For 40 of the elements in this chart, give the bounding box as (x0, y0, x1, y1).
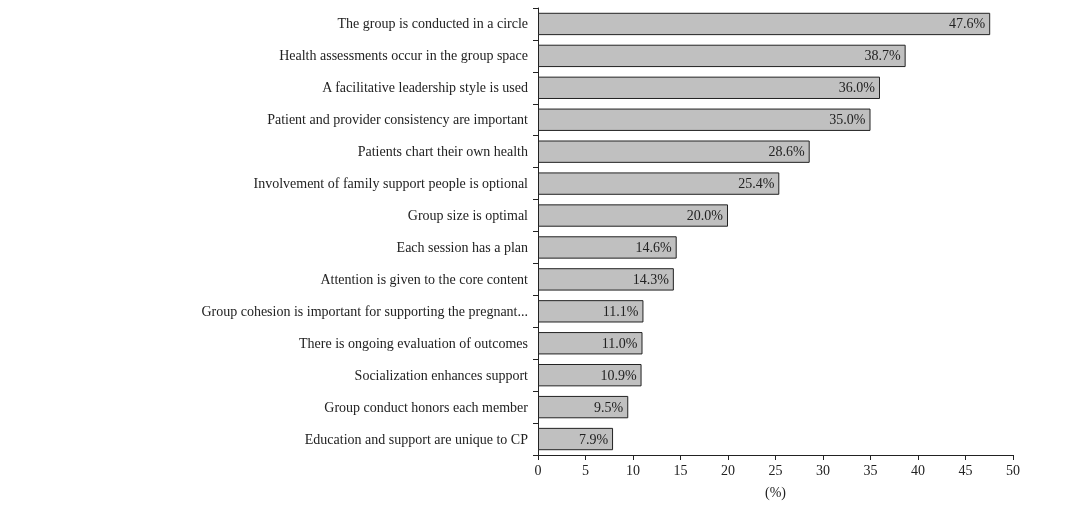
y-tick-label: Health assessments occur in the group space (279, 48, 528, 64)
data-label: 14.6% (635, 239, 673, 255)
data-label: 9.5% (594, 399, 624, 415)
data-label: 36.0% (838, 80, 876, 96)
y-tick-label: Socialization enhances support (354, 367, 529, 383)
data-label: 7.9% (578, 431, 609, 447)
y-tick-label: There is ongoing evaluation of outcomes (299, 335, 528, 351)
x-tick-label: 35 (863, 462, 878, 478)
data-label: 28.6% (768, 144, 806, 160)
y-tick-label: The group is conducted in a circle (337, 16, 528, 32)
y-tick-label: Patients chart their own health (357, 144, 528, 160)
y-tick-label: Patient and provider consistency are important (267, 112, 529, 128)
x-tick-label: 25 (768, 462, 783, 478)
data-label: 11.1% (602, 303, 639, 319)
x-tick-label: 40 (911, 462, 925, 478)
y-tick-label: Each session has a plan (396, 239, 528, 255)
x-tick-label: 15 (673, 462, 688, 478)
y-tick-label: Group conduct honors each member (324, 399, 529, 415)
x-tick-label: 45 (958, 462, 973, 478)
y-tick-label: Education and support are unique to CP (304, 431, 529, 447)
data-label: 38.7% (864, 48, 901, 64)
x-tick-label: 0 (534, 462, 542, 478)
data-label: 47.6% (949, 16, 986, 32)
x-axis-title: (%) (765, 484, 787, 501)
data-label: 20.0% (686, 208, 724, 224)
data-label: 11.0% (601, 335, 638, 351)
y-tick-label: Group size is optimal (407, 208, 529, 224)
data-label: 25.4% (738, 176, 775, 192)
x-tick-label: 20 (721, 462, 735, 478)
data-label: 35.0% (829, 112, 866, 128)
y-tick-label: A facilitative leadership style is used (322, 80, 528, 96)
x-tick-label: 50 (1006, 462, 1020, 478)
y-tick-label: Involvement of family support people is optional (253, 176, 529, 192)
data-label: 10.9% (600, 367, 637, 383)
y-tick-label: Attention is given to the core content (320, 271, 529, 287)
x-tick-label: 5 (582, 462, 589, 478)
x-tick-label: 10 (626, 462, 640, 478)
x-tick-label: 30 (816, 462, 830, 478)
y-tick-label: Group cohesion is important for supporting the pregnant... (201, 303, 528, 319)
data-label: 14.3% (632, 271, 670, 287)
